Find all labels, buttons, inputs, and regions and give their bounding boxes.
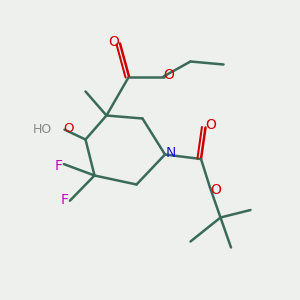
Text: O: O [210,183,221,197]
Text: F: F [61,193,68,206]
Text: N: N [165,146,176,160]
Text: O: O [163,68,174,82]
Text: O: O [206,118,216,132]
Text: O: O [108,35,119,49]
Text: F: F [55,160,62,173]
Text: O: O [64,122,74,135]
Text: HO: HO [33,123,52,136]
